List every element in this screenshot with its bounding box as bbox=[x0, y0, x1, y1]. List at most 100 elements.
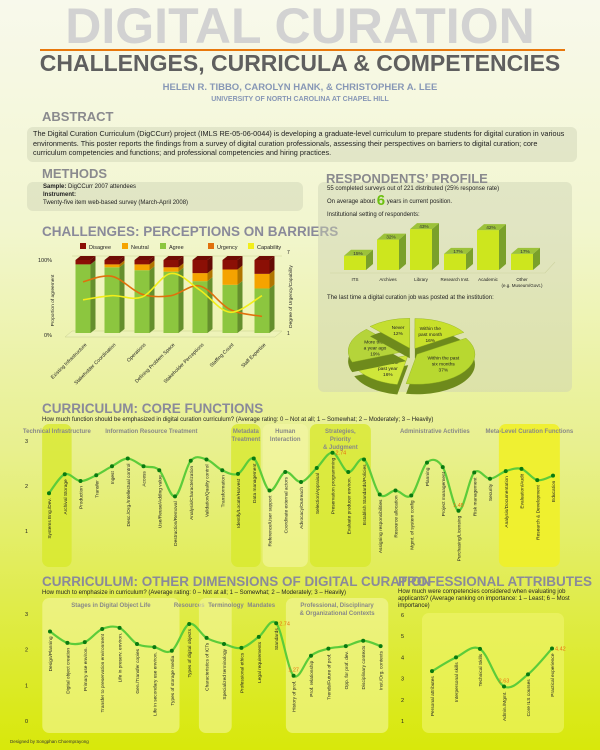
data-point bbox=[409, 493, 414, 498]
bar-segment-agree bbox=[163, 271, 179, 333]
category-label: Establish Standards/Policies bbox=[362, 464, 368, 525]
category-label: Types of storage media bbox=[170, 655, 176, 705]
data-point bbox=[152, 645, 157, 650]
y-tick-label: 1 bbox=[25, 529, 28, 535]
pie-label: 16% bbox=[383, 372, 393, 378]
pie-slice bbox=[369, 318, 410, 349]
setting-bar-side bbox=[466, 247, 473, 270]
pie-slice bbox=[414, 318, 465, 349]
bar-segment-neutral bbox=[163, 267, 179, 272]
category-label: Personal attributes bbox=[430, 676, 436, 717]
category-label: History of prof. bbox=[292, 681, 298, 712]
core-functions-chart: Technical Infrastructure Information Reso… bbox=[23, 424, 574, 567]
bar-top bbox=[134, 256, 155, 260]
bar-segment-neutral bbox=[104, 264, 120, 268]
setting-bar-top bbox=[444, 247, 473, 254]
category-label: Ingest bbox=[110, 471, 116, 485]
y-axis-label: Proportion of agreement bbox=[50, 274, 56, 326]
legend-swatch-disagree bbox=[80, 243, 86, 249]
data-point bbox=[222, 641, 226, 646]
data-point bbox=[454, 655, 458, 660]
response-rate: 55 completed surveys out of 221 distribu… bbox=[327, 186, 500, 192]
value-annotation: 2.74 bbox=[336, 451, 347, 457]
group-label: Treatment bbox=[232, 437, 261, 443]
setting-bar-top bbox=[377, 233, 406, 240]
other-heading: CURRICULUM: OTHER DIMENSIONS OF DIGITAL … bbox=[42, 574, 432, 589]
data-point bbox=[48, 629, 52, 634]
category-label: Production bbox=[79, 486, 85, 509]
category-label: Disciplinary contexts bbox=[361, 645, 367, 689]
category-label: Education bbox=[551, 480, 557, 502]
bar-segment-agree bbox=[104, 267, 120, 333]
setting-category-label: (e.g. Museum/Govt.) bbox=[501, 283, 543, 288]
y-tick-label: 2 bbox=[401, 698, 404, 704]
category-label: Reference/User support bbox=[268, 495, 274, 547]
category-label: Validation/Quality control bbox=[205, 464, 211, 517]
bar-segment-disagree bbox=[104, 260, 120, 265]
data-point bbox=[141, 464, 146, 469]
category-label: Life in preserv. environ. bbox=[118, 633, 124, 683]
y-tick-label: 3 bbox=[25, 439, 28, 445]
bar-side-disagree bbox=[207, 256, 213, 274]
line-urgency bbox=[82, 275, 263, 318]
category-label: Use/Reuse/Adding value bbox=[157, 475, 163, 528]
pie-label: six months bbox=[432, 362, 456, 368]
group-label: Information Resource Treatment bbox=[105, 429, 197, 435]
category-label: Admin./Mgmt. bbox=[502, 691, 508, 721]
data-point bbox=[314, 466, 319, 470]
data-point bbox=[502, 684, 506, 689]
pie-label: 16% bbox=[425, 338, 435, 344]
y-tick-label: 0 bbox=[25, 719, 28, 725]
category-label: Resource allocation bbox=[394, 495, 400, 537]
bar-side-neutral bbox=[149, 260, 155, 271]
bar-side-neutral bbox=[269, 269, 275, 289]
pie-label: past month bbox=[418, 332, 442, 338]
group-label: Priority bbox=[330, 437, 352, 443]
data-point bbox=[430, 669, 434, 674]
category-label: Coordinate external actors bbox=[283, 476, 289, 533]
legend-swatch-agree bbox=[160, 243, 166, 249]
setting-bar bbox=[444, 253, 466, 270]
category-label: Selection/Appraisal bbox=[315, 473, 321, 514]
data-point bbox=[94, 473, 99, 478]
category-label: Access bbox=[142, 471, 148, 487]
bar-segment-neutral bbox=[254, 273, 270, 289]
bar-side-agree bbox=[178, 267, 184, 333]
pie-label: past year bbox=[378, 366, 398, 372]
barriers-heading: CHALLENGES: PERCEPTIONS ON BARRIERS bbox=[42, 224, 339, 239]
data-point bbox=[346, 470, 351, 475]
category-label: Transfer bbox=[94, 480, 100, 498]
data-point bbox=[62, 472, 67, 477]
data-point bbox=[291, 673, 296, 678]
pie-label: 37% bbox=[439, 368, 449, 374]
pie-label: More than bbox=[364, 340, 386, 346]
setting-value-label: 43% bbox=[419, 224, 429, 230]
bar-segment-agree bbox=[192, 281, 208, 333]
y-tick-label: 1 bbox=[25, 683, 28, 689]
legend-label-urgency: Urgency bbox=[217, 245, 238, 251]
setting-value-label: 15% bbox=[353, 251, 363, 257]
data-point bbox=[187, 621, 192, 626]
core-heading: CURRICULUM: CORE FUNCTIONS bbox=[42, 401, 264, 416]
setting-bar bbox=[344, 255, 366, 270]
category-label: Opp. for prof. dev. bbox=[344, 651, 350, 689]
instrument-label: Instrument: bbox=[43, 192, 76, 198]
category-label: Digital object creation bbox=[65, 648, 71, 694]
data-point bbox=[135, 641, 139, 646]
category-label: Characteristics of ICTs bbox=[205, 642, 211, 691]
legend-label-agree: Agree bbox=[169, 245, 184, 251]
bar-segment-neutral bbox=[222, 269, 238, 285]
category-label: Legal requirements bbox=[257, 641, 263, 683]
category-label: Security bbox=[488, 483, 494, 501]
setting-category-label: Library bbox=[414, 277, 429, 282]
data-point bbox=[251, 456, 256, 461]
y-tick-label: 2 bbox=[25, 484, 28, 490]
bar-segment-neutral bbox=[192, 273, 208, 282]
abstract-text: The Digital Curation Curriculum (DigCCur… bbox=[27, 127, 577, 162]
bar-side-disagree bbox=[237, 256, 243, 270]
data-point bbox=[519, 466, 524, 471]
setting-value-label: 32% bbox=[386, 235, 396, 241]
group-label: Mandates bbox=[247, 603, 275, 609]
data-point bbox=[550, 646, 554, 651]
years-pre: On average about bbox=[327, 199, 376, 205]
